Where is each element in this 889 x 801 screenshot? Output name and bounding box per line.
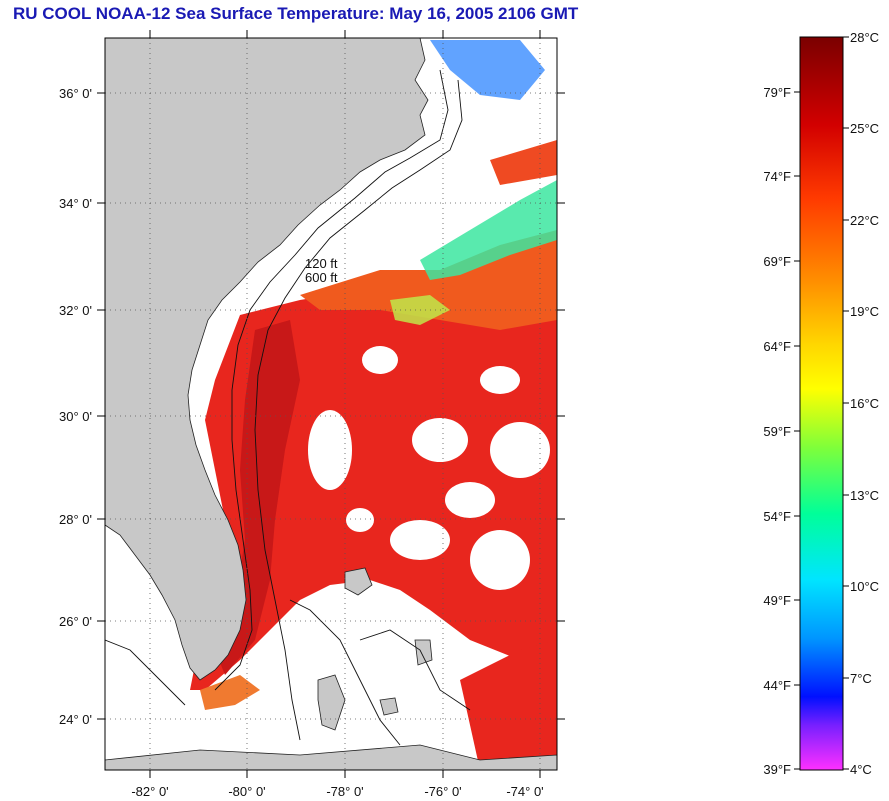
sst-gulfstream <box>215 320 300 675</box>
lon-label: -80° 0' <box>228 784 265 799</box>
lat-label: 34° 0' <box>59 196 92 211</box>
lat-label: 26° 0' <box>59 614 92 629</box>
lon-label: -78° 0' <box>326 784 363 799</box>
contour-label-120ft: 120 ft <box>305 256 338 271</box>
graticule <box>105 38 557 770</box>
colorbar <box>799 36 844 771</box>
colorbar-label-c: 25°C <box>850 121 879 136</box>
lon-label: -76° 0' <box>424 784 461 799</box>
lat-label: 36° 0' <box>59 86 92 101</box>
lat-axis <box>97 92 565 720</box>
cloud-holes <box>308 346 550 590</box>
sst-south-patch <box>460 640 557 770</box>
colorbar-label-f: 79°F <box>763 85 791 100</box>
bahamas-islands <box>317 567 433 731</box>
cuba-coast <box>105 744 557 770</box>
colorbar-label-f: 64°F <box>763 339 791 354</box>
colorbar-label-c: 10°C <box>850 579 879 594</box>
colorbar-ticks <box>794 36 849 770</box>
lat-label: 30° 0' <box>59 409 92 424</box>
map-frame <box>104 37 558 771</box>
sst-north-cool-strip <box>430 40 545 100</box>
page-title: RU COOL NOAA-12 Sea Surface Temperature:… <box>13 4 579 23</box>
colorbar-label-c: 4°C <box>850 762 872 777</box>
lat-label: 28° 0' <box>59 512 92 527</box>
colorbar-label-c: 7°C <box>850 671 872 686</box>
colorbar-label-f: 69°F <box>763 254 791 269</box>
lat-label: 24° 0' <box>59 712 92 727</box>
lon-label: -82° 0' <box>131 784 168 799</box>
colorbar-label-f: 39°F <box>763 762 791 777</box>
colorbar-label-c: 13°C <box>850 488 879 503</box>
sst-cool-shelf-patch <box>420 180 557 280</box>
lat-label: 32° 0' <box>59 303 92 318</box>
colorbar-label-f: 54°F <box>763 509 791 524</box>
colorbar-label-f: 44°F <box>763 678 791 693</box>
colorbar-label-c: 22°C <box>850 213 879 228</box>
colorbar-label-c: 28°C <box>850 30 879 45</box>
land-mass <box>105 38 429 681</box>
lon-label: -74° 0' <box>506 784 543 799</box>
colorbar-label-f: 74°F <box>763 169 791 184</box>
map-area: 120 ft 600 ft <box>105 38 557 770</box>
colorbar-label-c: 19°C <box>850 304 879 319</box>
colorbar-label-f: 59°F <box>763 424 791 439</box>
colorbar-label-f: 49°F <box>763 593 791 608</box>
lon-axis <box>149 30 541 778</box>
contour-label-600ft: 600 ft <box>305 270 338 285</box>
colorbar-label-c: 16°C <box>850 396 879 411</box>
sst-southwest-patch <box>200 675 260 710</box>
